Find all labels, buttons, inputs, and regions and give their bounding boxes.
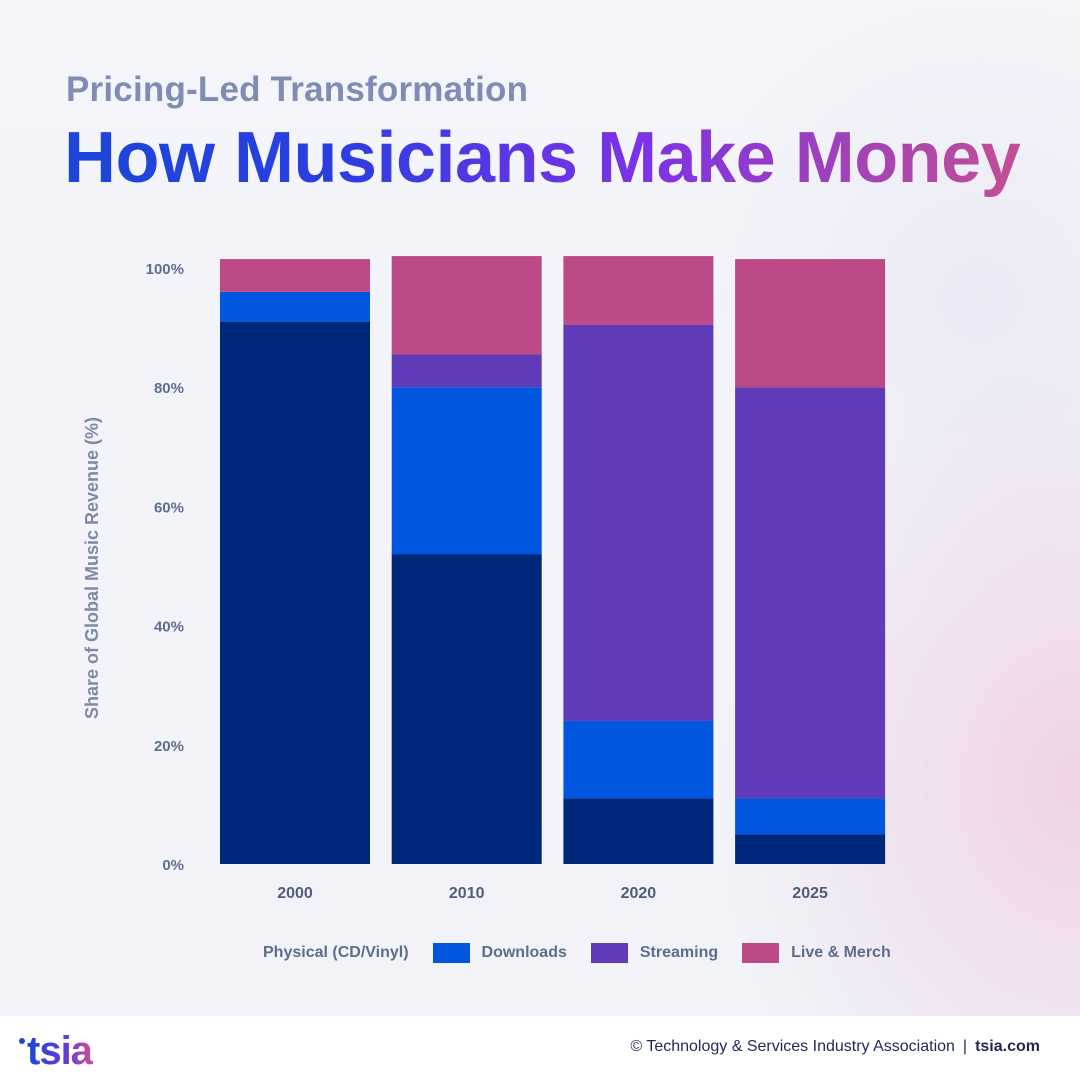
y-tick-label-0: 0% bbox=[162, 857, 184, 874]
legend-label-downloads: Downloads bbox=[481, 944, 567, 961]
bar-downloads-2000 bbox=[220, 291, 370, 322]
legend-swatch-streaming bbox=[590, 943, 628, 963]
bar-downloads-2025 bbox=[735, 798, 886, 835]
x-tick-label-2010: 2010 bbox=[449, 885, 485, 902]
bar-physical-cd-vinyl-2020 bbox=[563, 798, 714, 864]
bar-stack-2010 bbox=[391, 256, 542, 864]
legend-label-physical-cd-vinyl: Physical (CD/Vinyl) bbox=[263, 944, 409, 961]
stacked-bar-chart: 0% 20% 40% 60% 80% 100% 2000 2010 2020 2025 Shar… bbox=[82, 256, 886, 902]
y-tick-label-100: 100% bbox=[146, 261, 184, 278]
bar-streaming-2025 bbox=[735, 387, 886, 799]
bar-downloads-2020 bbox=[563, 720, 714, 799]
legend-item-streaming: Streaming bbox=[590, 943, 719, 963]
bar-live-merch-2020 bbox=[563, 256, 714, 325]
bar-physical-cd-vinyl-2025 bbox=[735, 834, 886, 864]
bar-physical-cd-vinyl-2010 bbox=[391, 554, 542, 864]
svg-text:tsia: tsia bbox=[27, 1029, 94, 1072]
x-axis-ticks: 2000 2010 2020 2025 bbox=[277, 885, 828, 902]
bar-live-merch-2025 bbox=[735, 259, 886, 388]
footer-separator: | bbox=[962, 1038, 968, 1055]
tsia-logo-icon: tsia bbox=[19, 1029, 95, 1072]
x-tick-label-2025: 2025 bbox=[792, 885, 828, 902]
y-tick-label-80: 80% bbox=[154, 380, 184, 397]
y-axis-ticks: 0% 20% 40% 60% 80% 100% bbox=[146, 261, 184, 874]
legend-label-streaming: Streaming bbox=[639, 944, 719, 961]
bar-streaming-2010 bbox=[391, 354, 542, 388]
y-tick-label-20: 20% bbox=[154, 738, 184, 755]
bar-live-merch-2010 bbox=[391, 256, 542, 355]
bar-physical-cd-vinyl-2000 bbox=[220, 321, 370, 864]
chart-title: How Musicians Make Money bbox=[64, 114, 1021, 202]
legend-swatch-live-merch bbox=[742, 943, 780, 963]
bar-stacks bbox=[220, 256, 886, 864]
x-tick-label-2000: 2000 bbox=[277, 885, 313, 902]
chart-subtitle: Pricing-Led Transformation bbox=[66, 70, 529, 109]
legend-item-live-merch: Live & Merch bbox=[742, 943, 891, 963]
legend-label-live-merch: Live & Merch bbox=[791, 944, 891, 961]
website-link[interactable]: tsia.com bbox=[975, 1038, 1040, 1055]
bar-streaming-2020 bbox=[563, 324, 714, 721]
y-axis-label: Share of Global Music Revenue (%) bbox=[82, 417, 102, 719]
bar-downloads-2010 bbox=[391, 387, 542, 555]
bar-stack-2000 bbox=[220, 259, 370, 864]
y-tick-label-60: 60% bbox=[154, 499, 184, 516]
y-tick-label-40: 40% bbox=[154, 619, 184, 636]
x-tick-label-2020: 2020 bbox=[621, 885, 657, 902]
copyright-text: © Technology & Services Industry Associa… bbox=[630, 1038, 955, 1055]
chart-legend: Physical (CD/Vinyl) Downloads Streaming Liv… bbox=[263, 941, 915, 965]
bar-live-merch-2000 bbox=[220, 259, 370, 292]
bar-stack-2025 bbox=[735, 259, 886, 864]
legend-swatch-downloads bbox=[432, 943, 470, 963]
bar-stack-2020 bbox=[563, 256, 714, 864]
copyright-notice: © Technology & Services Industry Associa… bbox=[630, 1038, 1040, 1056]
legend-item-downloads: Downloads bbox=[432, 943, 567, 963]
footer: tsia © Technology & Services Industry As… bbox=[0, 1016, 1080, 1080]
legend-item-physical-cd-vinyl: Physical (CD/Vinyl) bbox=[263, 943, 409, 963]
